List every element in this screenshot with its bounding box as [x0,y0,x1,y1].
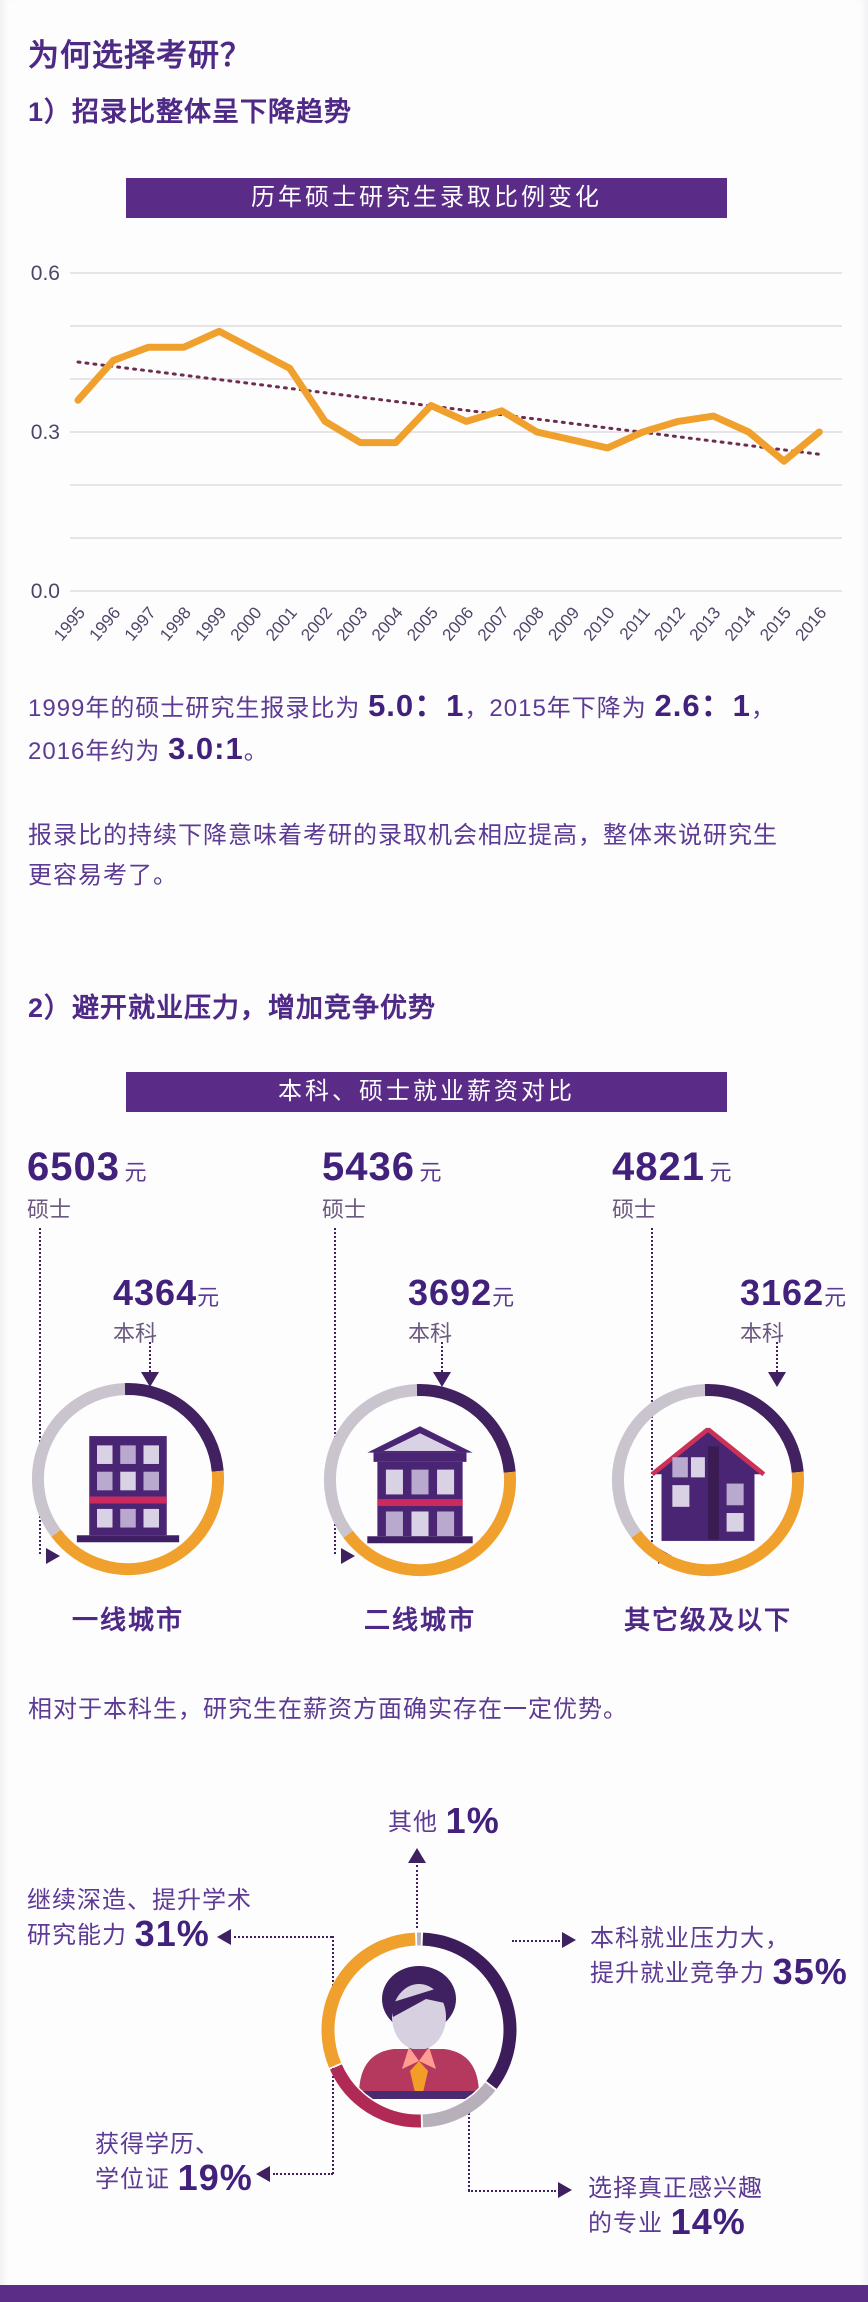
arrow-right-icon [558,2182,572,2198]
svg-text:1997: 1997 [121,603,160,644]
tier1-ring-chart [32,1383,225,1576]
tier2-ring-chart [324,1384,517,1577]
svg-text:2009: 2009 [544,603,583,644]
paragraph-conclusion: 报录比的持续下降意味着考研的录取机会相应提高，整体来说研究生 更容易考了。 [28,822,778,889]
tier3-ring-chart [612,1384,805,1577]
paragraph-ratio-text: 1999年的硕士研究生报录比为 [28,695,369,722]
svg-text:2013: 2013 [686,603,725,644]
arrow-down-icon [433,1372,451,1387]
svg-text:2012: 2012 [650,603,689,644]
reason-academic-pct: 31% [134,1913,210,1954]
svg-text:2007: 2007 [474,603,513,644]
masters-salary: 4821 元 硕士 [612,1145,732,1222]
ratio-1999: 5.0：1 [368,688,465,723]
arrow-down-icon [141,1372,159,1387]
svg-text:2001: 2001 [262,603,301,644]
bachelor-salary: 4364元 本科 [113,1272,220,1346]
bachelor-connector-line [776,1342,778,1372]
arrow-right-icon [46,1548,60,1564]
bachelor-connector-line [149,1342,151,1372]
svg-text:2014: 2014 [721,603,760,644]
admission-ratio-line-chart: 0.60.30.01995199619971998199920002001200… [31,262,842,645]
bachelor-salary: 3692元 本科 [408,1272,515,1346]
arrow-right-icon [341,1548,355,1564]
arrow-left-icon [256,2166,270,2182]
reason-employment-pct: 35% [772,1951,848,1992]
svg-text:1996: 1996 [85,603,124,644]
city-label-tier2: 二线城市 [363,1605,476,1635]
person-avatar-icon [359,1966,479,2099]
bachelor-salary: 3162元 本科 [740,1272,847,1346]
svg-text:1995: 1995 [50,603,89,644]
reason-interest-pct: 14% [670,2201,746,2242]
svg-text:0.0: 0.0 [31,580,60,603]
svg-text:2016: 2016 [791,603,830,644]
city-label-tier1: 一线城市 [71,1605,184,1635]
connector-br-h [468,2190,556,2192]
arrow-left-icon [217,1929,231,1945]
masters-salary: 5436 元 硕士 [322,1145,442,1222]
connector-bl-h [273,2173,333,2175]
salary-chart-title-banner: 本科、硕士就业薪资对比 [126,1072,727,1112]
svg-text:2000: 2000 [227,603,266,644]
bachelor-connector-line [441,1342,443,1372]
reason-interest: 选择真正感兴趣 的专业 14% [588,2175,763,2242]
reason-other: 其他 1% [388,1800,500,1841]
line-chart-title-banner: 历年硕士研究生录取比例变化 [126,178,727,218]
section2-heading: 2）避开就业压力，增加竞争优势 [28,993,437,1023]
paragraph-salary-conclusion: 相对于本科生，研究生在薪资方面确实存在一定优势。 [28,1696,628,1723]
connector-right-h [512,1940,560,1942]
reason-employment: 本科就业压力大， 提升就业竞争力 35% [590,1925,848,1992]
footer-bar [0,2285,868,2302]
ratio-2016: 3.0:1 [168,731,244,766]
masters-connector-line [334,1228,336,1554]
arrow-down-icon [768,1372,786,1387]
reason-diploma-pct: 19% [177,2157,253,2198]
house-icon [650,1427,766,1541]
svg-text:1998: 1998 [156,603,195,644]
arrow-right-icon [562,1932,576,1948]
reasons-donut-chart [321,1932,517,2128]
masters-salary: 6503 元 硕士 [27,1145,147,1222]
classical-building-icon [367,1426,473,1544]
svg-text:2015: 2015 [756,603,795,644]
connector-br-v [468,2110,470,2191]
connector-left-h [234,1936,332,1938]
reason-other-pct: 1% [445,1800,500,1841]
arrow-up-icon [408,1848,426,1863]
masters-connector-line [651,1228,653,1554]
ratio-2015: 2.6：1 [654,688,751,723]
page-title: 为何选择考研？ [28,38,252,73]
masters-connector-line [39,1228,41,1554]
svg-text:2002: 2002 [297,603,336,644]
svg-text:2003: 2003 [333,603,372,644]
svg-text:0.6: 0.6 [31,262,60,285]
svg-text:2004: 2004 [368,603,407,644]
paragraph-ratio: 1999年的硕士研究生报录比为 5.0：1，2015年下降为 2.6：1， 20… [28,688,776,766]
city-label-tier3: 其它级及以下 [623,1605,792,1635]
connector-top [416,1865,418,1928]
svg-text:2011: 2011 [616,603,654,643]
svg-text:0.3: 0.3 [31,421,60,444]
reason-diploma: 获得学历、 学位证 19% [95,2131,253,2198]
apartment-building-icon [76,1436,180,1543]
svg-text:2006: 2006 [438,603,477,644]
svg-text:1999: 1999 [191,603,230,644]
section1-heading: 1）招录比整体呈下降趋势 [28,97,353,127]
svg-text:2010: 2010 [580,603,619,644]
svg-text:2005: 2005 [403,603,442,644]
reason-academic: 继续深造、提升学术 研究能力 31% [27,1887,252,1954]
svg-text:2008: 2008 [509,603,548,644]
